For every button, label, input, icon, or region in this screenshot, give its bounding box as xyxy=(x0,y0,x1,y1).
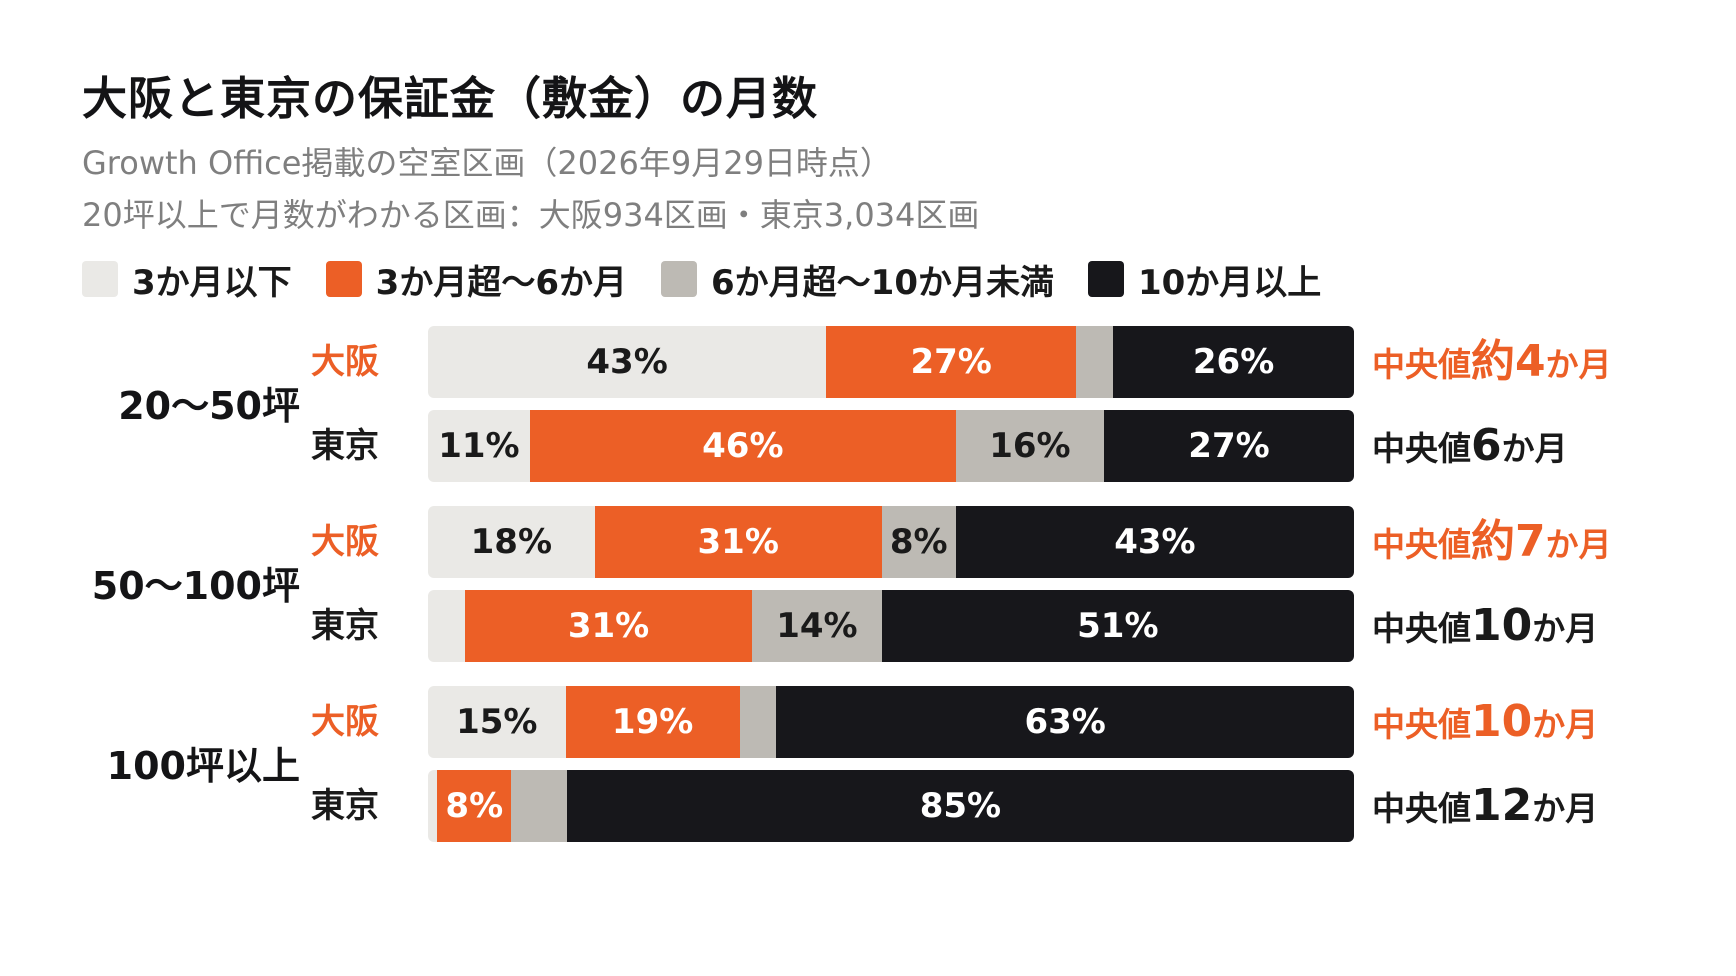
city-label-tokyo: 東京 xyxy=(311,426,379,466)
median-unit: か月 xyxy=(1532,609,1599,648)
legend-swatch-6to10 xyxy=(661,261,697,297)
stacked-bar: 18% 31% 8% 43% xyxy=(428,506,1354,578)
bar-segment-le3 xyxy=(428,590,466,662)
median-label: 中央値12か月 xyxy=(1372,770,1598,842)
stacked-bar: 15% 19% 63% xyxy=(428,686,1354,758)
legend-swatch-3to6 xyxy=(325,261,362,297)
median-prefix: 中央値 xyxy=(1372,345,1471,384)
median-prefix: 中央値 xyxy=(1372,609,1471,648)
legend-label-3to6: 3か月超〜6か月 xyxy=(375,262,627,303)
median-prefix: 中央値 xyxy=(1372,429,1471,468)
legend-item-6to10: 6か月超〜10か月未満 xyxy=(661,255,1054,304)
bar-segment-3to6: 46% xyxy=(529,410,956,482)
city-label-osaka: 大阪 xyxy=(311,702,379,742)
group-label: 20〜50坪 xyxy=(118,384,300,428)
group-label: 50〜100坪 xyxy=(91,564,300,608)
legend-swatch-le3 xyxy=(82,261,118,297)
median-prefix: 中央値 xyxy=(1372,705,1471,744)
city-label-tokyo: 東京 xyxy=(311,786,379,826)
stacked-bar: 8% 85% xyxy=(428,770,1354,842)
median-value: 6 xyxy=(1471,420,1502,471)
chart-title: 大阪と東京の保証金（敷金）の月数 xyxy=(82,72,819,125)
median-value: 約4 xyxy=(1471,336,1546,387)
bar-segment-6to10 xyxy=(511,770,567,842)
bar-segment-3to6: 31% xyxy=(594,506,882,578)
median-value: 10 xyxy=(1471,696,1533,747)
bar-segment-ge10: 63% xyxy=(776,686,1354,758)
chart-legend: 3か月以下 3か月超〜6か月 6か月超〜10か月未満 10か月以上 xyxy=(82,258,1355,303)
group-label: 100坪以上 xyxy=(106,744,300,788)
stacked-bar: 11% 46% 16% 27% xyxy=(428,410,1354,482)
bar-segment-3to6: 19% xyxy=(565,686,740,758)
bar-segment-le3: 18% xyxy=(428,506,595,578)
legend-item-3to6: 3か月超〜6か月 xyxy=(325,255,627,304)
bar-segment-le3 xyxy=(428,770,438,842)
median-value: 10 xyxy=(1471,600,1533,651)
median-unit: か月 xyxy=(1545,525,1612,564)
legend-swatch-ge10 xyxy=(1087,261,1124,297)
bar-segment-3to6: 8% xyxy=(437,770,512,842)
city-label-osaka: 大阪 xyxy=(311,342,379,382)
bar-segment-ge10: 26% xyxy=(1113,326,1354,398)
bar-segment-ge10: 43% xyxy=(955,506,1354,578)
chart-subtitle-source: Growth Office掲載の空室区画（2026年9月29日時点） xyxy=(82,144,892,182)
bar-segment-6to10 xyxy=(739,686,777,758)
median-unit: か月 xyxy=(1501,429,1568,468)
median-value: 約7 xyxy=(1471,516,1546,567)
legend-label-6to10: 6か月超〜10か月未満 xyxy=(711,262,1054,303)
legend-item-le3: 3か月以下 xyxy=(82,255,292,304)
median-prefix: 中央値 xyxy=(1372,525,1471,564)
median-label: 中央値10か月 xyxy=(1372,590,1598,662)
bar-segment-3to6: 31% xyxy=(465,590,753,662)
stacked-bar: 43% 27% 26% xyxy=(428,326,1354,398)
bar-segment-ge10: 85% xyxy=(566,770,1354,842)
stacked-bar: 31% 14% 51% xyxy=(428,590,1354,662)
chart-subtitle-sample: 20坪以上で月数がわかる区画：大阪934区画・東京3,034区画 xyxy=(82,196,980,234)
bar-segment-le3: 11% xyxy=(428,410,530,482)
median-unit: か月 xyxy=(1532,705,1599,744)
bar-segment-3to6: 27% xyxy=(826,326,1077,398)
bar-segment-ge10: 27% xyxy=(1103,410,1354,482)
bar-segment-6to10 xyxy=(1076,326,1114,398)
median-value: 12 xyxy=(1471,780,1533,831)
legend-label-ge10: 10か月以上 xyxy=(1137,262,1322,303)
city-label-tokyo: 東京 xyxy=(311,606,379,646)
median-unit: か月 xyxy=(1532,789,1599,828)
legend-item-ge10: 10か月以上 xyxy=(1087,255,1322,304)
median-label: 中央値6か月 xyxy=(1372,410,1568,482)
bar-segment-6to10: 16% xyxy=(955,410,1104,482)
bar-segment-6to10: 14% xyxy=(752,590,882,662)
bar-segment-ge10: 51% xyxy=(881,590,1354,662)
bar-segment-le3: 43% xyxy=(428,326,827,398)
median-label: 中央値約7か月 xyxy=(1372,506,1612,578)
median-label: 中央値約4か月 xyxy=(1372,326,1612,398)
median-unit: か月 xyxy=(1545,345,1612,384)
median-prefix: 中央値 xyxy=(1372,789,1471,828)
city-label-osaka: 大阪 xyxy=(311,522,379,562)
median-label: 中央値10か月 xyxy=(1372,686,1598,758)
bar-segment-6to10: 8% xyxy=(881,506,956,578)
bar-segment-le3: 15% xyxy=(428,686,566,758)
legend-label-le3: 3か月以下 xyxy=(132,262,292,303)
